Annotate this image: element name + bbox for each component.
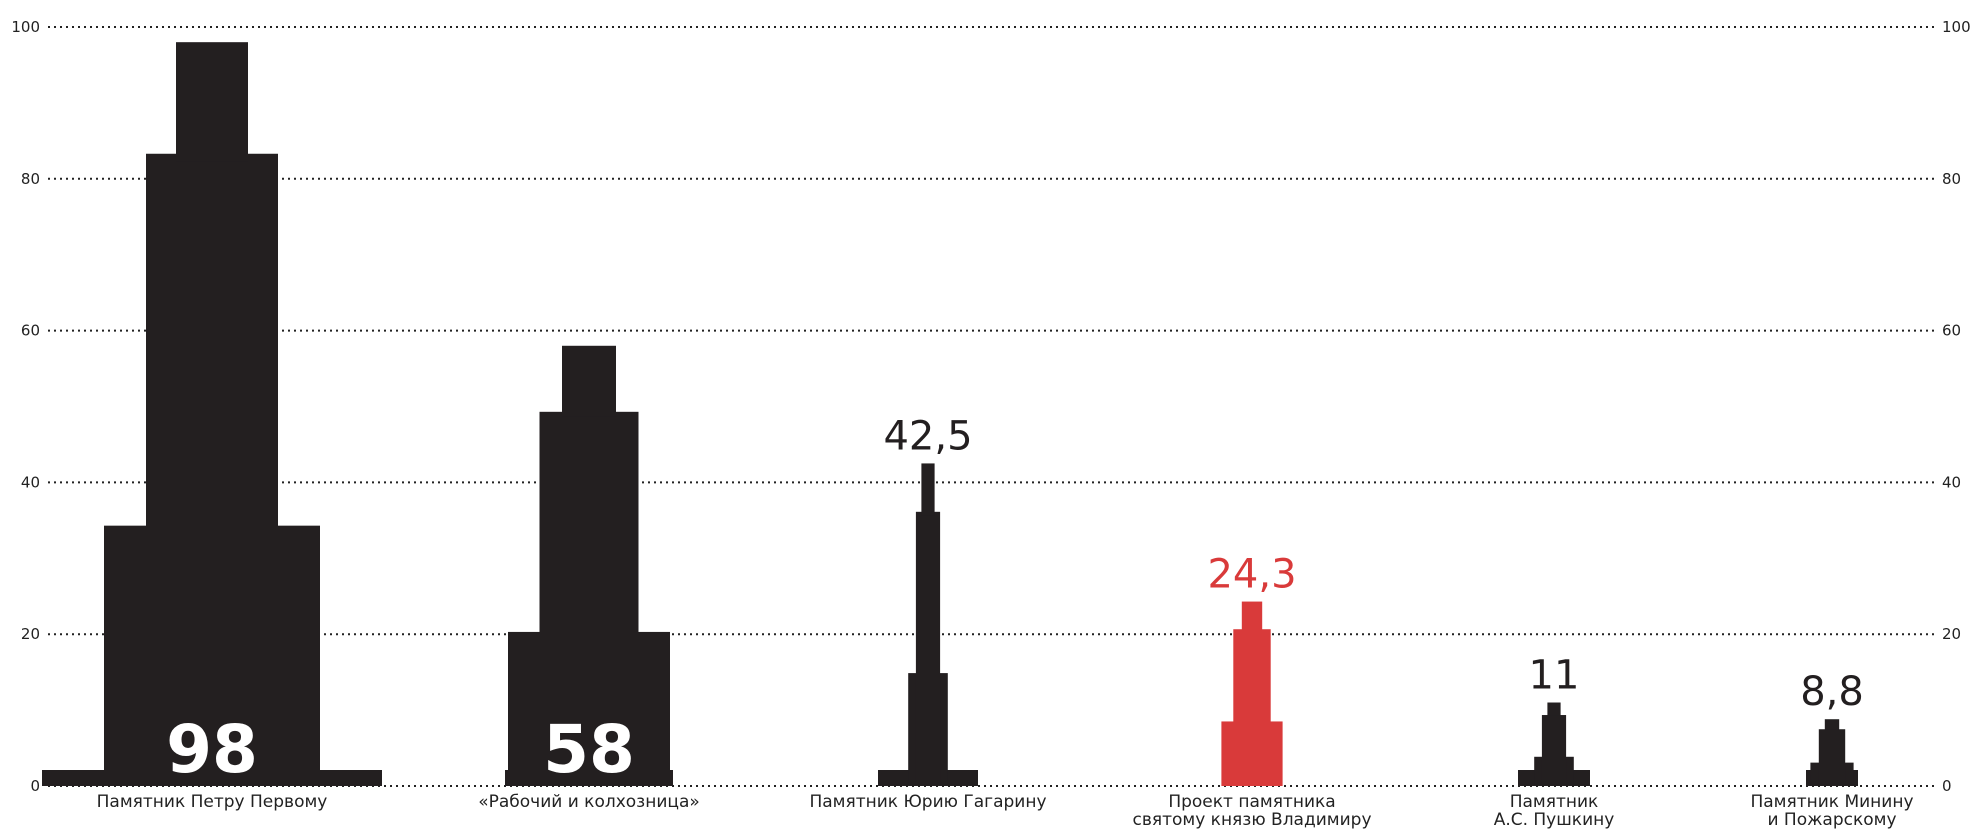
category-label: А.С. Пушкину [1494, 810, 1615, 830]
data-label: 11 [1529, 653, 1580, 699]
y-tick-label-right: 100 [1942, 18, 1971, 36]
bar-group: 58 «Рабочий и колхозница» [478, 345, 700, 812]
data-label: 58 [543, 711, 635, 788]
category-label: Проект памятника [1168, 792, 1335, 812]
y-tick-label-right: 60 [1942, 322, 1961, 340]
category-label: Памятник Юрию Гагарину [809, 792, 1046, 812]
bar [1818, 729, 1846, 786]
category-label: святому князю Владимиру [1132, 810, 1371, 830]
category-label: Памятник [1510, 792, 1599, 812]
bar [1541, 715, 1567, 786]
category-label: «Рабочий и колхозница» [478, 792, 700, 812]
y-tick-label-right: 80 [1942, 170, 1961, 188]
bar-top [921, 463, 935, 516]
bar [915, 511, 941, 786]
category-label: Памятник Минину [1750, 792, 1913, 812]
category-label: Памятник Петру Первому [97, 792, 328, 812]
y-tick-label-left: 0 [30, 777, 40, 795]
gridlines: 0 0 20 20 40 40 60 60 80 80 100 100 [11, 18, 1970, 795]
y-tick-label-left: 60 [21, 322, 40, 340]
bar [539, 411, 639, 786]
y-tick-label-left: 100 [11, 18, 40, 36]
y-tick-label-right: 20 [1942, 625, 1961, 643]
bar-top [1547, 702, 1561, 716]
bar-top [1824, 719, 1840, 730]
bar-group: 98 Памятник Петру Первому [42, 42, 382, 812]
bar-top [562, 345, 616, 417]
bar [1233, 629, 1271, 786]
bar-group: 42,5 Памятник Юрию Гагарину [809, 413, 1046, 812]
bar [146, 153, 278, 787]
category-label: и Пожарскому [1767, 810, 1896, 830]
y-tick-label-left: 20 [21, 625, 40, 643]
y-tick-label-right: 0 [1942, 777, 1952, 795]
data-label: 98 [166, 711, 258, 788]
data-label: 42,5 [883, 413, 972, 459]
data-label: 8,8 [1800, 669, 1864, 715]
y-tick-label-right: 40 [1942, 473, 1961, 491]
bar-top [176, 42, 248, 162]
y-tick-label-left: 80 [21, 170, 40, 188]
y-tick-label-left: 40 [21, 473, 40, 491]
bar-top [1241, 601, 1263, 632]
data-label: 24,3 [1207, 552, 1296, 598]
